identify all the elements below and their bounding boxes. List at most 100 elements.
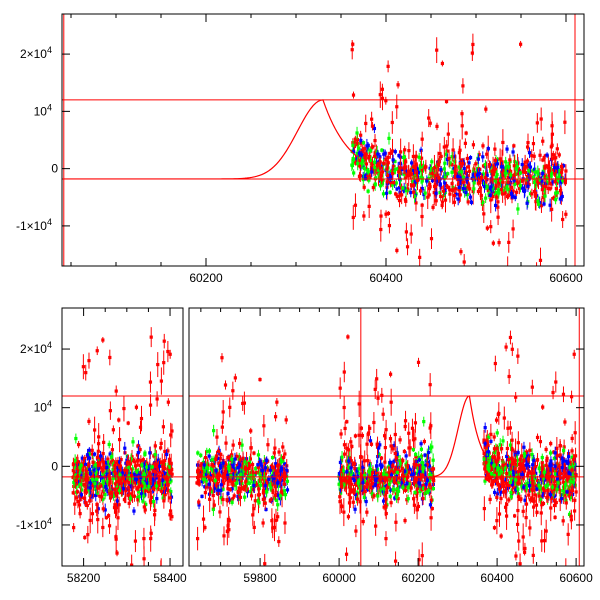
data-point [541, 463, 545, 477]
model-curve [433, 395, 486, 477]
data-point [168, 465, 172, 470]
data-point [419, 452, 424, 460]
data-point [101, 505, 105, 513]
data-point [356, 478, 360, 488]
data-point [504, 502, 509, 530]
data-point [553, 515, 557, 520]
data-point [364, 158, 369, 169]
data-point [518, 553, 522, 566]
data-point [225, 470, 229, 489]
data-point [532, 497, 536, 517]
data-point [415, 170, 420, 191]
data-point [514, 485, 518, 495]
data-point [516, 484, 520, 494]
data-point [235, 452, 239, 461]
data-point [566, 523, 570, 546]
data-point [360, 460, 364, 475]
data-point [555, 143, 559, 155]
data-point [471, 33, 475, 56]
data-point [132, 490, 137, 502]
data-point [410, 159, 414, 167]
data-point [216, 484, 220, 496]
data-point [510, 452, 514, 464]
data-point [425, 489, 429, 495]
data-point [537, 480, 541, 491]
data-point [396, 81, 400, 89]
data-point [400, 462, 404, 475]
data-point [492, 525, 497, 531]
data-point [227, 506, 231, 533]
data-point [208, 486, 212, 513]
data-point [485, 225, 489, 231]
data-point [258, 480, 263, 491]
data-point [203, 484, 207, 489]
data-point [548, 179, 552, 188]
data-point [463, 138, 468, 149]
data-point [83, 465, 88, 494]
data-point [161, 461, 165, 472]
data-point [404, 171, 408, 185]
data-point [345, 419, 349, 424]
data-point [437, 173, 441, 182]
data-point [415, 459, 419, 464]
data-point [87, 461, 91, 469]
data-point [419, 170, 423, 184]
data-point [74, 433, 78, 444]
data-point [283, 461, 287, 466]
data-point [87, 483, 91, 497]
bottom-y-tick-label: -1×104 [16, 516, 52, 532]
data-point [90, 449, 95, 460]
data-point [249, 491, 254, 501]
data-point [265, 486, 269, 498]
top-plot-frame [61, 13, 585, 267]
data-point [553, 153, 557, 163]
data-point [229, 473, 233, 479]
data-point [380, 387, 384, 403]
data-point [398, 161, 402, 175]
data-point [256, 449, 261, 460]
data-point [555, 484, 559, 494]
data-point [228, 487, 232, 492]
data-point [541, 501, 546, 506]
data-point [274, 411, 278, 422]
data-point [249, 427, 253, 434]
data-point [219, 462, 223, 470]
data-point [421, 463, 425, 473]
data-point [135, 468, 139, 474]
data-point [491, 192, 495, 201]
data-point [503, 502, 508, 513]
data-point [122, 496, 127, 503]
data-point [495, 159, 500, 169]
data-point [376, 391, 380, 406]
data-point [527, 490, 531, 500]
data-point [114, 525, 118, 553]
data-point [425, 453, 429, 476]
data-point [403, 410, 408, 431]
data-point [503, 465, 507, 472]
data-point [444, 149, 448, 159]
data-point [560, 162, 564, 171]
data-point [346, 334, 350, 340]
data-point [149, 525, 153, 552]
data-point [277, 447, 281, 457]
data-point [101, 517, 105, 538]
data-point [370, 156, 375, 171]
data-point [264, 457, 269, 464]
data-point [363, 485, 367, 490]
data-point [384, 152, 388, 166]
data-point [516, 348, 520, 364]
data-point [535, 433, 540, 442]
data-point [497, 484, 502, 494]
data-point [511, 457, 515, 471]
data-point [418, 186, 423, 196]
data-point [403, 196, 408, 203]
data-point [239, 468, 243, 481]
data-point [85, 448, 90, 461]
data-point [414, 150, 418, 178]
data-point [395, 247, 399, 254]
data-point [518, 170, 523, 176]
data-point [162, 493, 166, 509]
data-point [434, 163, 438, 170]
data-point [93, 451, 97, 457]
